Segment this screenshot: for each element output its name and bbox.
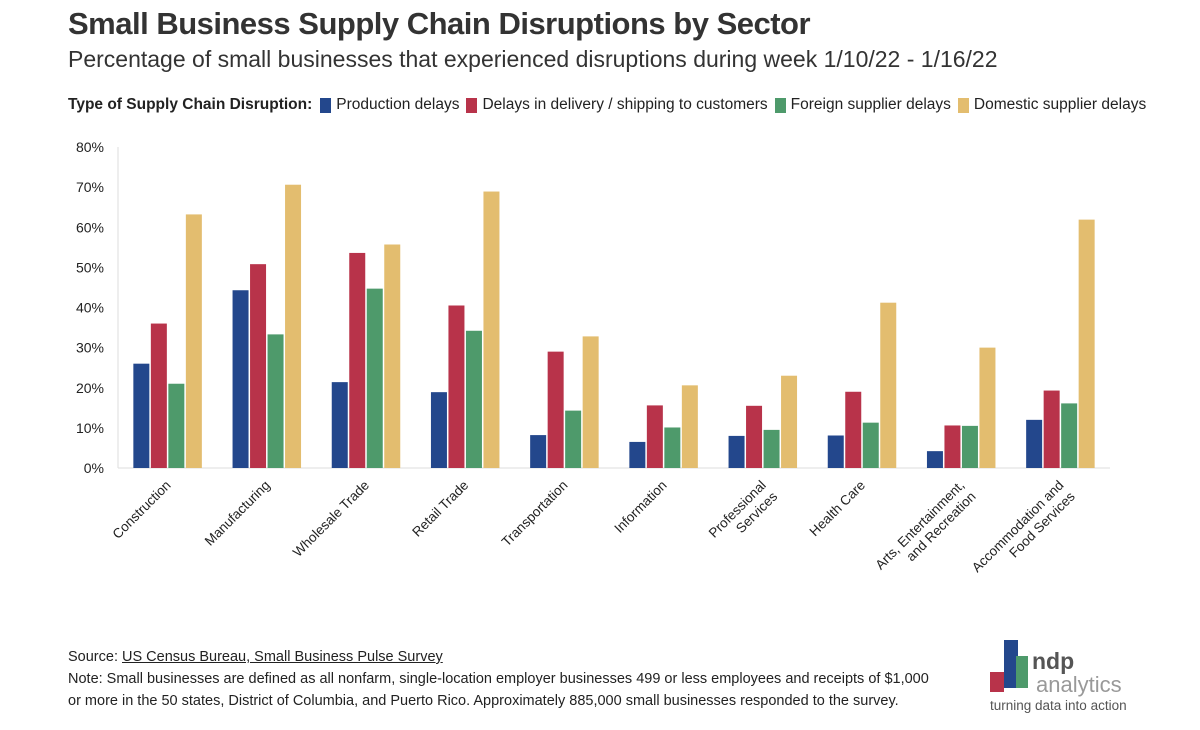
legend-item-delivery: Delays in delivery / shipping to custome… [466,96,768,114]
x-tick-label: Health Care [807,478,869,540]
legend-swatch-domestic [957,97,969,113]
bar [862,422,879,468]
y-tick-label: 30% [76,340,104,356]
logo-tagline: turning data into action [990,698,1127,713]
y-tick-label: 40% [76,300,104,316]
y-tick-label: 50% [76,259,104,275]
x-tick-label-line: Transportation [499,478,571,550]
y-tick-label: 60% [76,219,104,235]
note-line-2: or more in the 50 states, District of Co… [68,693,899,709]
x-tick-label: Retail Trade [409,478,471,540]
bar [944,425,961,468]
bar [746,405,763,468]
legend-title: Type of Supply Chain Disruption: [68,96,313,113]
bar [448,305,465,468]
bar [629,441,646,468]
legend-label-foreign: Foreign supplier delays [790,96,951,113]
bar [1043,390,1060,468]
y-tick-label: 20% [76,380,104,396]
bar [168,383,185,468]
x-tick-label-line: Arts, Entertainment, [872,478,967,573]
legend-swatch-delivery [466,97,478,113]
bar [979,347,996,468]
bar [366,288,383,468]
bar [728,435,745,468]
bar [582,336,599,468]
x-tick-label: ProfessionalServices [706,477,781,552]
x-tick-label: Information [611,478,669,536]
source-line: Source: US Census Bureau, Small Business… [68,646,988,668]
bar [349,252,366,468]
source-label: Source: [68,649,122,665]
legend-item-production: Production delays [320,96,459,114]
legend-label-production: Production delays [336,96,460,113]
legend-label-delivery: Delays in delivery / shipping to custome… [482,96,768,113]
chart-subtitle: Percentage of small businesses that expe… [68,46,998,72]
x-tick-label-line: Accommodation and [969,478,1067,576]
bar [681,385,698,468]
note-line-1: Note: Small businesses are defined as al… [68,671,929,687]
bar [530,435,547,468]
y-tick-label: 80% [76,139,104,155]
bar [565,410,582,468]
bar [961,425,978,468]
x-tick-label: Accommodation andFood Services [969,477,1078,586]
bar [827,435,844,468]
bar [232,290,249,468]
bar [250,264,267,468]
x-tick-label-line: Manufacturing [202,478,273,549]
legend-swatch-production [320,97,332,113]
legend-label-domestic: Domestic supplier delays [973,96,1147,113]
y-tick-label: 0% [84,460,104,476]
bar [384,244,401,468]
bar [646,405,663,468]
x-tick-label-line: Retail Trade [409,478,471,540]
x-tick-label: Manufacturing [202,478,273,549]
bar [547,351,564,468]
x-tick-label: Construction [110,478,174,542]
x-tick-label: Arts, Entertainment,and Recreation [872,478,978,584]
chart-title: Small Business Supply Chain Disruptions … [68,6,811,41]
logo-brand-2: analytics [1036,672,1122,697]
bar [133,363,150,468]
bar-chart: 0% 10% 20% 30% 40% 50% 60% 70% 80% Construction Ma… [76,139,1110,586]
x-tick-label: Wholesale Trade [290,478,372,560]
bar [1078,219,1095,468]
source-link[interactable]: US Census Bureau, Small Business Pulse S… [122,649,443,665]
bar [781,375,798,468]
legend-item-domestic: Domestic supplier delays [957,96,1147,114]
bar [267,334,284,468]
logo-bar-blue [1004,640,1018,688]
y-tick-label: 10% [76,420,104,436]
legend-item-foreign: Foreign supplier delays [774,96,951,114]
bar [331,382,348,468]
bar [465,330,482,468]
legend-swatch-foreign [774,97,786,113]
bar [483,191,500,468]
x-tick-label-line: Wholesale Trade [290,478,372,560]
bar [845,391,862,468]
x-tick-label: Transportation [499,478,571,550]
bar [763,429,780,468]
bar [1026,419,1043,468]
bar [664,427,681,468]
y-tick-label: 70% [76,179,104,195]
legend: Type of Supply Chain Disruption: Product… [68,96,1153,114]
x-tick-label-line: Construction [110,478,174,542]
logo-bar-green [1016,656,1028,688]
logo-bar-red [990,672,1004,692]
bar [150,323,167,468]
bar [1061,403,1078,468]
bar [430,392,447,468]
ndp-analytics-logo: ndp analytics turning data into action [990,640,1127,713]
x-tick-label-line: Health Care [807,478,869,540]
footer: Source: US Census Bureau, Small Business… [68,646,988,712]
bar [285,184,302,468]
bar [926,451,943,468]
bar [185,214,202,468]
x-tick-label-line: Information [611,478,669,536]
logo-brand: ndp [1032,648,1074,674]
bar [880,302,897,468]
